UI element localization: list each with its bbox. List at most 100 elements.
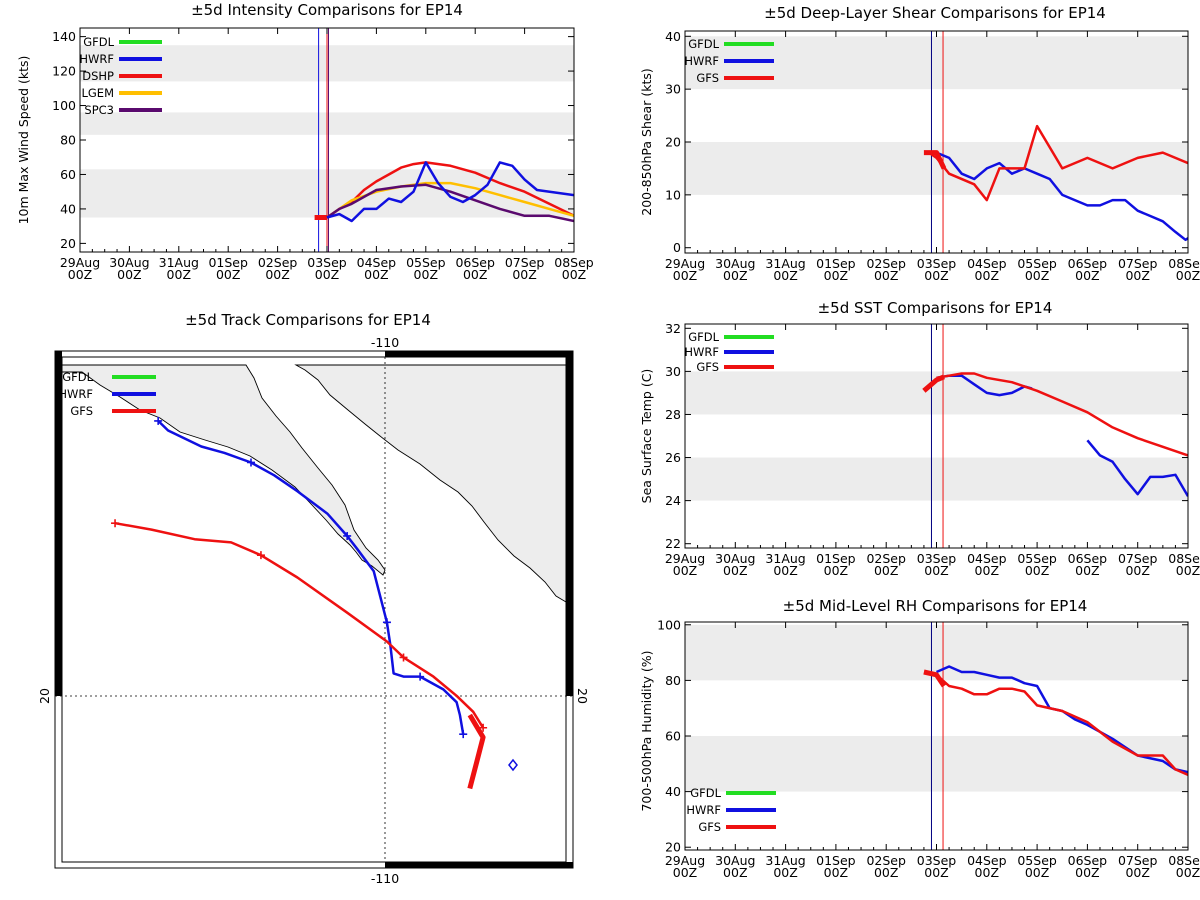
shear-xtick-label: 29Aug xyxy=(665,256,705,271)
rh-title: ±5d Mid-Level RH Comparisons for EP14 xyxy=(783,597,1088,615)
intensity-series xyxy=(314,161,574,223)
sst-xtick-label-hour: 00Z xyxy=(1125,563,1149,578)
intensity-ytick-label: 120 xyxy=(52,64,76,79)
sst-chart: ±5d SST Comparisons for EP14 Sea Surface… xyxy=(639,299,1200,578)
track-series-hwrf xyxy=(157,420,465,735)
shear-series xyxy=(923,124,1188,242)
shear-legend-label: GFDL xyxy=(688,37,719,51)
sst-xtick-label: 30Aug xyxy=(715,551,755,566)
intensity-xtick-label: 06Sep xyxy=(455,255,495,270)
intensity-xtick-label: 31Aug xyxy=(159,255,199,270)
intensity-xtick-label-hour: 00Z xyxy=(315,267,339,282)
sst-xtick-label: 01Sep xyxy=(816,551,856,566)
sst-xtick-label-hour: 00Z xyxy=(975,563,999,578)
track-fix-marker xyxy=(399,653,408,662)
sst-ytick-label: 30 xyxy=(665,364,681,379)
sst-xtick-label: 04Sep xyxy=(967,551,1007,566)
shear-xtick-label-hour: 00Z xyxy=(975,268,999,283)
shear-xtick-label: 06Sep xyxy=(1068,256,1108,271)
sst-ylabel: Sea Surface Temp (C) xyxy=(639,369,654,504)
shear-ytick-label: 30 xyxy=(665,82,681,97)
track-legend-label: GFS xyxy=(70,404,93,418)
intensity-xtick-label: 30Aug xyxy=(109,255,149,270)
rh-xtick-label: 08Sep xyxy=(1168,853,1200,868)
intensity-ytick-label: 60 xyxy=(60,167,76,182)
rh-xtick-label: 03Sep xyxy=(917,853,957,868)
shear-xtick-label-hour: 00Z xyxy=(824,268,848,283)
rh-ytick-label: 80 xyxy=(665,673,681,688)
sst-ytick-label: 22 xyxy=(665,536,681,551)
sst-frame xyxy=(684,323,1189,549)
track-series-gfs xyxy=(114,521,485,729)
shear-xtick-label: 02Sep xyxy=(866,256,906,271)
rh-ytick-label: 40 xyxy=(665,784,681,799)
intensity-xtick-label-hour: 00Z xyxy=(265,267,289,282)
intensity-legend-label: SPC3 xyxy=(84,103,114,117)
intensity-xtick-label-hour: 00Z xyxy=(68,267,92,282)
shear-xtick-label-hour: 00Z xyxy=(874,268,898,283)
track-title: ±5d Track Comparisons for EP14 xyxy=(185,311,431,329)
intensity-legend-label: GFDL xyxy=(83,35,114,49)
sst-series-gfs xyxy=(936,372,1188,457)
shear-ytick-label: 20 xyxy=(665,135,681,150)
shear-xtick-label-hour: 00Z xyxy=(723,268,747,283)
shear-legend-label: HWRF xyxy=(684,54,719,68)
intensity-xtick-label-hour: 00Z xyxy=(167,267,191,282)
rh-series xyxy=(923,665,1188,777)
diamond-marker xyxy=(508,758,518,772)
intensity-time-markers xyxy=(318,28,329,252)
rh-xtick-label-hour: 00Z xyxy=(1125,865,1149,880)
intensity-legend-label: LGEM xyxy=(81,86,114,100)
sst-xtick-label-hour: 00Z xyxy=(874,563,898,578)
track-fix-marker xyxy=(382,618,391,627)
rh-axes: 2040608010029Aug00Z30Aug00Z31Aug00Z01Sep… xyxy=(657,617,1200,880)
rh-ytick-label: 60 xyxy=(665,729,681,744)
rh-xtick-label-hour: 00Z xyxy=(824,865,848,880)
rh-xtick-label: 31Aug xyxy=(765,853,805,868)
sst-series xyxy=(922,372,1188,497)
rh-band-1 xyxy=(685,624,1188,681)
rh-band-0 xyxy=(685,736,1188,792)
track-legend: GFDL HWRF GFS xyxy=(58,370,156,418)
shear-xtick-label: 31Aug xyxy=(765,256,805,271)
rh-legend-label: GFDL xyxy=(690,786,721,800)
track-fix-marker xyxy=(256,551,265,560)
rh-xtick-label-hour: 00Z xyxy=(1025,865,1049,880)
shear-series-gfs-obs xyxy=(923,150,947,170)
intensity-xtick-label-hour: 00Z xyxy=(414,267,438,282)
rh-xtick-label-hour: 00Z xyxy=(874,865,898,880)
sst-legend-label: GFDL xyxy=(688,330,719,344)
track-fix-marker xyxy=(416,672,425,681)
shear-legend: GFDL HWRF GFS xyxy=(684,37,774,85)
rh-xtick-label: 30Aug xyxy=(715,853,755,868)
shear-ytick-label: 40 xyxy=(665,29,681,44)
sst-title: ±5d SST Comparisons for EP14 xyxy=(818,299,1053,317)
intensity-xtick-label-hour: 00Z xyxy=(463,267,487,282)
rh-series-gfs-obs xyxy=(923,669,947,688)
sst-xtick-label-hour: 00Z xyxy=(924,563,948,578)
shear-xtick-label: 04Sep xyxy=(967,256,1007,271)
map-border-bottom-black xyxy=(385,862,573,868)
intensity-title: ±5d Intensity Comparisons for EP14 xyxy=(191,1,463,19)
sst-band-0 xyxy=(685,457,1188,501)
shear-xtick-label: 08Sep xyxy=(1168,256,1200,271)
intensity-legend-label: DSHP xyxy=(82,69,114,83)
intensity-series-spc3 xyxy=(326,183,574,223)
map-border-left-black xyxy=(55,351,62,696)
rh-legend-label: HWRF xyxy=(686,803,721,817)
sst-xtick-label: 08Sep xyxy=(1168,551,1200,566)
rh-ylabel: 700-500hPa Humidity (%) xyxy=(639,650,654,811)
track-series-gfs-obs xyxy=(467,713,486,790)
intensity-xtick-label-hour: 00Z xyxy=(562,267,586,282)
sst-ytick-label: 32 xyxy=(665,321,681,336)
track-fix-marker xyxy=(343,531,352,540)
rh-legend-label: GFS xyxy=(698,820,721,834)
shear-xtick-label: 03Sep xyxy=(917,256,957,271)
intensity-xtick-label: 07Sep xyxy=(505,255,545,270)
sst-ytick-label: 24 xyxy=(665,493,681,508)
sst-xtick-label-hour: 00Z xyxy=(824,563,848,578)
shear-legend-label: GFS xyxy=(696,71,719,85)
intensity-xtick-label-hour: 00Z xyxy=(512,267,536,282)
rh-ytick-label: 100 xyxy=(657,617,681,632)
shear-ytick-label: 10 xyxy=(665,187,681,202)
